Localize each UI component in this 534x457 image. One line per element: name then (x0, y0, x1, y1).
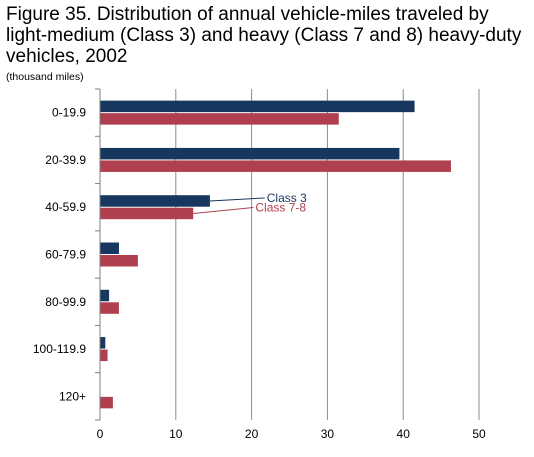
bar-class-3 (100, 100, 415, 113)
bar-class-7-8 (100, 396, 113, 409)
bar-class-3 (100, 289, 110, 302)
bar-class-7-8 (100, 255, 138, 267)
bar-class-7-8 (100, 160, 451, 172)
legend-leader-line (209, 197, 265, 202)
bar-class-3 (100, 337, 106, 349)
category-label: 80-99.9 (45, 295, 86, 309)
bar-class-7-8 (100, 113, 339, 125)
bar-class-7-8 (100, 349, 108, 362)
x-tick-label: 20 (245, 427, 259, 441)
bar-class-7-8 (100, 302, 119, 314)
x-tick-label: 50 (472, 427, 486, 441)
category-label: 100-119.9 (33, 342, 86, 356)
bar-class-7-8 (100, 207, 194, 220)
category-label: 20-39.9 (45, 153, 86, 167)
legend-label: Class 7-8 (255, 200, 306, 214)
category-label: 0-19.9 (52, 106, 86, 120)
x-tick-label: 30 (321, 427, 335, 441)
category-label: 120+ (59, 389, 86, 403)
category-label: 60-79.9 (45, 248, 86, 262)
chart-title: Figure 35. Distribution of annual vehicl… (6, 4, 522, 67)
x-tick-label: 40 (397, 427, 411, 441)
bar-class-3 (100, 242, 119, 254)
legend-label: Class 3 (267, 191, 307, 205)
bar-class-3 (100, 147, 400, 160)
bar-class-3 (100, 195, 210, 207)
category-label: 40-59.9 (45, 200, 86, 214)
x-tick-label: 10 (169, 427, 183, 441)
x-tick-label: 0 (97, 427, 104, 441)
y-axis-unit-label: (thousand miles) (6, 71, 84, 83)
legend-leader-line (193, 206, 254, 214)
